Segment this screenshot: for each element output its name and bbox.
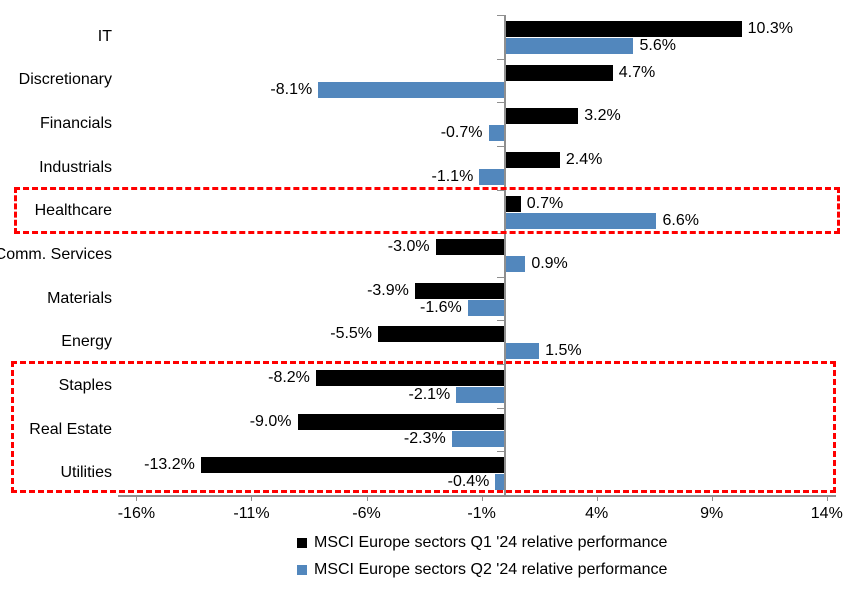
y-axis-tick (496, 320, 505, 322)
x-tick-label: -1% (467, 505, 496, 522)
bar-value-label: 6.6% (662, 211, 699, 229)
bar-q2 (504, 212, 657, 229)
bar-value-label: -3.0% (387, 238, 430, 256)
highlight-box-healthcare (14, 186, 840, 235)
highlight-box-staples-realestate-utilities (11, 361, 836, 493)
category-label: Industrials (39, 158, 112, 176)
bar-value-label: 5.6% (639, 37, 676, 54)
legend-label-q2: MSCI Europe sectors Q2 '24 relative perf… (314, 561, 668, 578)
bar-q1 (504, 195, 521, 212)
bar-value-label: -1.6% (419, 298, 462, 316)
bar-value-label: -2.1% (408, 386, 451, 404)
bar-q2 (504, 256, 526, 273)
bar-q1 (435, 239, 505, 256)
bar-value-label: -8.2% (268, 369, 310, 387)
bar-value-label: -0.7% (440, 124, 483, 142)
bar-value-label: 0.7% (526, 194, 564, 212)
category-label: Staples (58, 376, 112, 394)
bar-q1 (504, 108, 579, 125)
bar-value-label: -0.4% (447, 473, 490, 491)
y-axis-line (503, 15, 506, 495)
y-axis-tick (496, 276, 505, 278)
legend-label-q1: MSCI Europe sectors Q1 '24 relative perf… (314, 534, 668, 551)
bar-value-label: 4.7% (618, 63, 656, 81)
bar-q1 (414, 282, 505, 299)
x-axis-tick (251, 495, 253, 501)
bar-q1 (504, 64, 613, 81)
bar-q1 (504, 21, 742, 37)
x-tick-label: 14% (810, 505, 843, 522)
category-label: Comm. Services (0, 245, 112, 263)
y-axis-tick (496, 58, 505, 60)
bar-value-label: 2.4% (565, 150, 603, 168)
category-label: Financials (39, 115, 112, 133)
x-axis-tick (136, 495, 138, 501)
bar-q1 (297, 413, 505, 430)
bar-value-label: -9.0% (249, 412, 292, 430)
bar-value-label: 3.2% (584, 107, 621, 125)
legend-item-q2: MSCI Europe sectors Q2 '24 relative perf… (297, 562, 667, 578)
x-tick-label: -6% (352, 505, 381, 522)
bar-q2 (456, 387, 505, 404)
bar-q2 (504, 38, 634, 54)
category-label: Discretionary (18, 71, 112, 89)
legend-item-q1: MSCI Europe sectors Q1 '24 relative perf… (297, 535, 667, 551)
bar-q1 (315, 370, 505, 387)
y-axis-tick (496, 451, 505, 453)
y-axis-tick (496, 364, 505, 366)
category-label: Healthcare (34, 202, 112, 220)
bar-value-label: 0.9% (531, 255, 568, 273)
x-axis-tick (826, 495, 828, 501)
bar-q2 (467, 299, 505, 316)
x-tick-label: 4% (585, 505, 609, 522)
x-tick-label: 9% (700, 505, 724, 522)
bar-q2 (318, 81, 505, 98)
bar-value-label: -13.2% (144, 456, 195, 474)
bar-q2 (504, 343, 540, 360)
bar-q2 (495, 474, 505, 491)
bar-value-label: -3.9% (367, 281, 409, 299)
legend-marker-q1-icon (297, 538, 307, 548)
y-axis-tick (496, 407, 505, 409)
category-label: Utilities (60, 464, 112, 482)
x-tick-label: -16% (117, 505, 156, 522)
bar-q2 (451, 430, 505, 447)
category-label: Real Estate (29, 420, 112, 438)
y-axis-tick (496, 495, 505, 496)
y-axis-tick (496, 145, 505, 147)
x-axis-tick (366, 495, 368, 501)
x-tick-label: -11% (233, 505, 270, 522)
bar-value-label: 1.5% (545, 342, 582, 360)
x-axis-tick (481, 495, 483, 501)
bar-value-label: -1.1% (431, 167, 474, 185)
x-axis-tick (596, 495, 598, 501)
bar-q2 (479, 168, 505, 185)
bar-q1 (200, 457, 505, 474)
legend-marker-q2-icon (297, 565, 307, 575)
category-label: Materials (47, 289, 112, 307)
y-axis-tick (496, 102, 505, 104)
category-label: Energy (61, 333, 112, 351)
x-axis-line (118, 495, 836, 497)
bar-q1 (378, 326, 505, 343)
bar-value-label: -8.1% (270, 80, 313, 98)
y-axis-tick (496, 189, 505, 191)
y-axis-tick (496, 15, 505, 16)
bar-value-label: -5.5% (330, 325, 373, 343)
bar-q2 (488, 125, 505, 142)
category-label: IT (97, 27, 112, 45)
bar-value-label: 10.3% (747, 20, 794, 37)
bar-value-label: -2.3% (403, 429, 446, 447)
legend: MSCI Europe sectors Q1 '24 relative perf… (297, 535, 667, 589)
bar-q1 (504, 151, 560, 168)
x-axis-tick (711, 495, 713, 501)
